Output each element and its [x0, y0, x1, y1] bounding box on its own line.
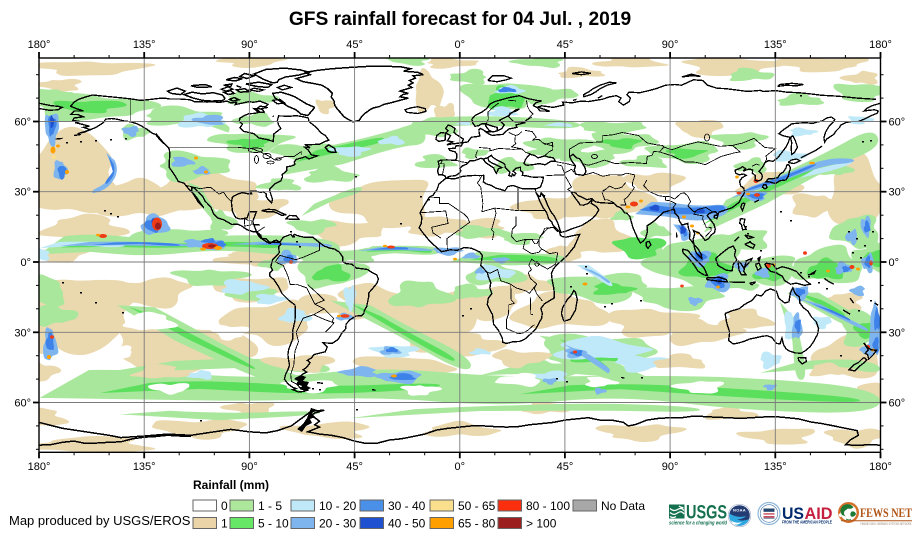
svg-text:180°: 180° [28, 461, 51, 473]
svg-text:60°: 60° [14, 398, 31, 410]
svg-text:Rainfall (mm): Rainfall (mm) [193, 478, 269, 492]
svg-text:45°: 45° [557, 461, 574, 473]
svg-text:1: 1 [221, 517, 228, 531]
svg-text:AID: AID [805, 505, 833, 523]
svg-text:90°: 90° [241, 39, 258, 51]
svg-text:90°: 90° [241, 461, 258, 473]
svg-text:0°: 0° [889, 257, 900, 269]
svg-text:0°: 0° [20, 257, 31, 269]
svg-text:10 - 20: 10 - 20 [319, 499, 357, 513]
svg-text:FAMINE EARLY WARNING SYSTEMS N: FAMINE EARLY WARNING SYSTEMS NETWORK [861, 522, 912, 526]
svg-text:NOAA: NOAA [733, 508, 746, 513]
svg-text:180°: 180° [869, 461, 892, 473]
svg-text:0°: 0° [455, 39, 466, 51]
svg-text:90°: 90° [662, 39, 679, 51]
svg-text:135°: 135° [764, 39, 787, 51]
svg-text:30°: 30° [889, 327, 906, 339]
svg-text:60°: 60° [14, 117, 31, 129]
svg-text:135°: 135° [764, 461, 787, 473]
svg-text:FROM THE AMERICAN PEOPLE: FROM THE AMERICAN PEOPLE [782, 519, 832, 524]
svg-text:30°: 30° [14, 327, 31, 339]
svg-text:science for a changing world: science for a changing world [669, 521, 728, 527]
svg-text:60°: 60° [889, 117, 906, 129]
svg-text:US: US [782, 505, 804, 523]
svg-text:GFS rainfall forecast for 04 J: GFS rainfall forecast for 04 Jul. , 2019 [289, 9, 631, 30]
svg-text:65 - 80: 65 - 80 [458, 517, 496, 531]
svg-text:20 - 30: 20 - 30 [319, 517, 357, 531]
svg-text:Map produced by USGS/EROS: Map produced by USGS/EROS [9, 513, 191, 528]
svg-text:45°: 45° [346, 461, 363, 473]
svg-text:135°: 135° [133, 461, 156, 473]
svg-text:FEWS NET: FEWS NET [860, 505, 912, 520]
svg-text:80 - 100: 80 - 100 [526, 499, 570, 513]
svg-text:60°: 60° [889, 398, 906, 410]
svg-text:30°: 30° [889, 187, 906, 199]
svg-text:USGS: USGS [686, 503, 727, 524]
svg-text:90°: 90° [662, 461, 679, 473]
svg-text:50 - 65: 50 - 65 [458, 499, 496, 513]
svg-text:45°: 45° [557, 39, 574, 51]
svg-text:180°: 180° [869, 39, 892, 51]
svg-text:0°: 0° [455, 461, 466, 473]
svg-text:30°: 30° [14, 187, 31, 199]
svg-text:135°: 135° [133, 39, 156, 51]
svg-text:30 - 40: 30 - 40 [388, 499, 426, 513]
svg-text:180°: 180° [28, 39, 51, 51]
svg-text:45°: 45° [346, 39, 363, 51]
svg-text:> 100: > 100 [526, 517, 557, 531]
svg-text:5 - 10: 5 - 10 [258, 517, 289, 531]
svg-text:1 - 5: 1 - 5 [258, 499, 282, 513]
svg-text:40 - 50: 40 - 50 [388, 517, 426, 531]
svg-text:No Data: No Data [601, 499, 645, 513]
svg-text:0: 0 [221, 499, 228, 513]
